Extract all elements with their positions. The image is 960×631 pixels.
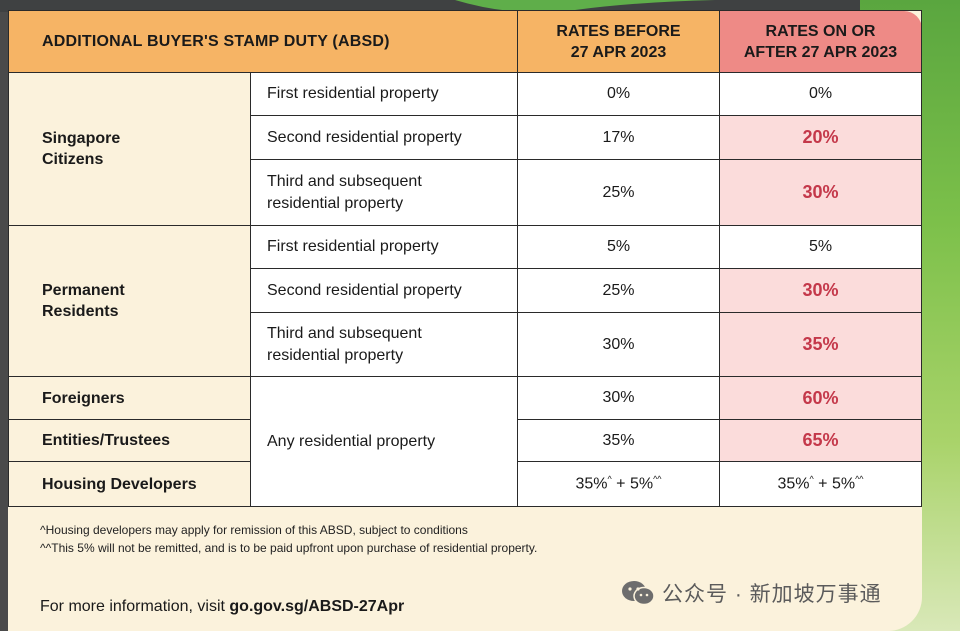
footnote-2: ^^This 5% will not be remitted, and is t… bbox=[40, 541, 538, 555]
footnote-1: ^Housing developers may apply for remiss… bbox=[40, 523, 468, 537]
table-header-row: ADDITIONAL BUYER'S STAMP DUTY (ABSD) RAT… bbox=[8, 10, 922, 73]
rate-after-increased: 20% bbox=[719, 115, 922, 160]
group-permanent-residents: Permanent Residents bbox=[8, 225, 251, 377]
rate-before: 35% bbox=[517, 419, 720, 462]
property-type-line2: residential property bbox=[267, 346, 404, 364]
rate-after-increased: 35% bbox=[719, 312, 922, 377]
absd-card: ADDITIONAL BUYER'S STAMP DUTY (ABSD) RAT… bbox=[8, 10, 922, 631]
rate-before: 30% bbox=[517, 376, 720, 420]
property-type-line1: Third and subsequent bbox=[267, 172, 422, 190]
footnote-mark: ^ bbox=[809, 474, 814, 485]
property-type: Second residential property bbox=[250, 268, 518, 313]
rate-after-increased: 30% bbox=[719, 268, 922, 313]
group-entities-trustees: Entities/Trustees bbox=[8, 419, 251, 462]
property-type: Second residential property bbox=[250, 115, 518, 160]
rate-before-developers: 35%^ + 5%^^ bbox=[517, 461, 720, 507]
more-info-link[interactable]: go.gov.sg/ABSD-27Apr bbox=[229, 598, 405, 615]
rate-extra: + 5% bbox=[611, 475, 654, 493]
footnotes: ^Housing developers may apply for remiss… bbox=[40, 521, 537, 557]
table-row: Third and subsequent residential propert… bbox=[9, 312, 922, 377]
rate-after: 0% bbox=[719, 72, 922, 116]
table-title: ADDITIONAL BUYER'S STAMP DUTY (ABSD) bbox=[8, 10, 518, 73]
col-header-before-line2: 27 APR 2023 bbox=[570, 43, 667, 61]
rate-extra: + 5% bbox=[813, 475, 856, 493]
table-row: Entities/Trustees 35% 65% bbox=[8, 419, 922, 462]
group-foreigners: Foreigners bbox=[8, 376, 251, 420]
watermark-text: 公众号 · 新加坡万事通 bbox=[662, 583, 882, 606]
rate-after-increased: 30% bbox=[719, 159, 922, 226]
col-header-before: RATES BEFORE 27 APR 2023 bbox=[517, 10, 720, 73]
col-header-after-line2: AFTER 27 APR 2023 bbox=[743, 43, 898, 61]
col-header-after-line1: RATES ON OR bbox=[765, 22, 876, 40]
property-type: First residential property bbox=[250, 225, 518, 269]
more-info: For more information, visit go.gov.sg/AB… bbox=[40, 598, 404, 616]
rate-before: 17% bbox=[517, 115, 720, 160]
property-type: First residential property bbox=[250, 72, 518, 116]
col-header-before-line1: RATES BEFORE bbox=[556, 22, 681, 40]
property-type: Third and subsequent residential propert… bbox=[250, 312, 518, 377]
table-row: Third and subsequent residential propert… bbox=[9, 159, 922, 226]
footnote-mark: ^ bbox=[607, 474, 612, 485]
group-citizens-line1: Singapore bbox=[42, 130, 121, 147]
property-type: Third and subsequent residential propert… bbox=[250, 159, 518, 226]
table-row: Singapore Citizens First residential pro… bbox=[8, 72, 922, 226]
rate-after: 5% bbox=[719, 225, 922, 269]
rate-before: 5% bbox=[517, 225, 720, 269]
footnote-mark: ^^ bbox=[653, 474, 662, 485]
watermark: 公众号 · 新加坡万事通 bbox=[620, 578, 882, 608]
footnote-mark: ^^ bbox=[855, 474, 864, 485]
rate-before: 25% bbox=[517, 159, 720, 226]
table-row: Second residential property 17% 20% bbox=[9, 115, 922, 160]
property-type-line1: Third and subsequent bbox=[267, 324, 422, 342]
property-type-line2: residential property bbox=[267, 194, 404, 212]
rate-after-increased: 60% bbox=[719, 376, 922, 420]
col-header-after: RATES ON OR AFTER 27 APR 2023 bbox=[719, 10, 922, 73]
group-pr-line2: Residents bbox=[42, 303, 119, 320]
group-housing-developers: Housing Developers bbox=[8, 461, 251, 507]
rate-after-developers: 35%^ + 5%^^ bbox=[719, 461, 922, 507]
rate-before: 0% bbox=[517, 72, 720, 116]
group-citizens-line2: Citizens bbox=[42, 151, 104, 168]
rate-base: 35% bbox=[777, 475, 810, 493]
rate-after-increased: 65% bbox=[719, 419, 922, 462]
absd-table: ADDITIONAL BUYER'S STAMP DUTY (ABSD) RAT… bbox=[8, 10, 922, 507]
table-row: Housing Developers 35%^ + 5%^^ 35%^ + 5%… bbox=[8, 461, 922, 507]
wechat-icon bbox=[622, 581, 655, 606]
table-row: Permanent Residents First residential pr… bbox=[8, 225, 922, 377]
rate-before: 30% bbox=[517, 312, 720, 377]
leaf-decoration-icon bbox=[455, 0, 715, 13]
rate-before: 25% bbox=[517, 268, 720, 313]
property-type-any: Any residential property bbox=[250, 376, 518, 507]
group-pr-line1: Permanent bbox=[42, 282, 125, 299]
table-row: Foreigners Any residential property 30% … bbox=[8, 376, 922, 507]
more-info-prefix: For more information, visit bbox=[40, 598, 230, 615]
group-citizens: Singapore Citizens bbox=[8, 72, 251, 226]
rate-base: 35% bbox=[575, 475, 608, 493]
table-row: Second residential property 25% 30% bbox=[9, 268, 922, 313]
